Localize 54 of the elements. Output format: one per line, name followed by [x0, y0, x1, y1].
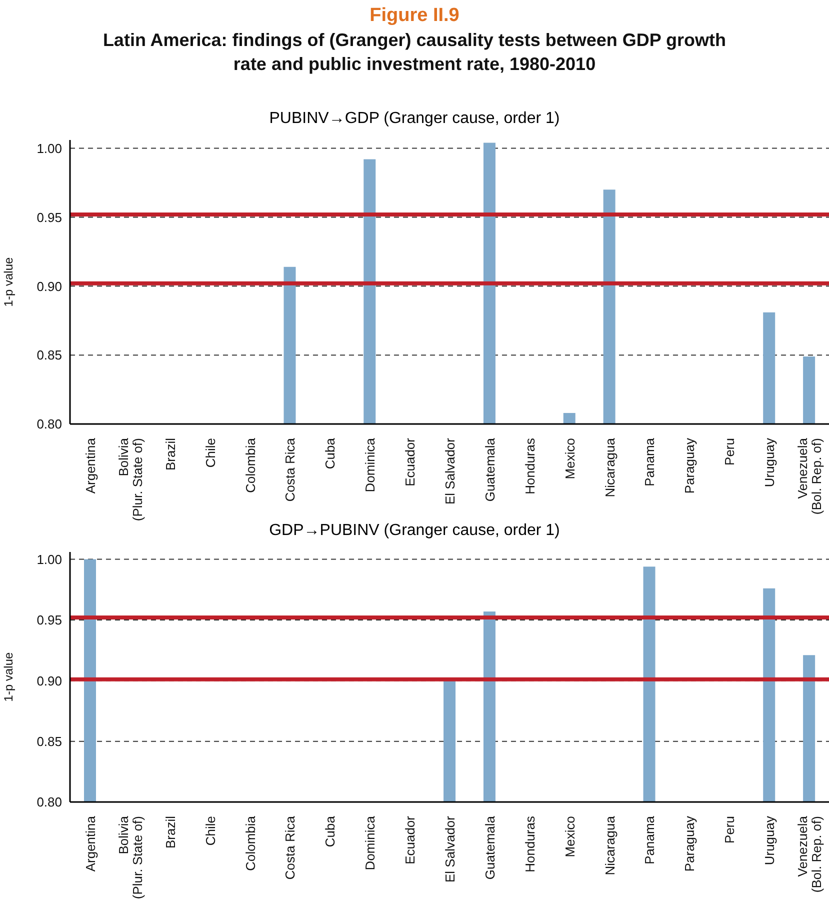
x-tick-label: Mexico — [562, 816, 578, 858]
y-axis-title: 1-p value — [1, 256, 16, 307]
y-tick-label: 0.85 — [36, 348, 62, 363]
y-tick-label: 0.80 — [36, 416, 62, 432]
x-tick-label: Venezuela (Bol. Rep. of) — [795, 815, 824, 893]
x-tick-label: Chile — [202, 816, 218, 846]
y-tick-label: 0.95 — [36, 612, 62, 628]
x-tick-label: Bolivia (Plur. State of) — [116, 815, 145, 900]
y-tick-label: 0.80 — [36, 794, 62, 810]
text: Latin America: findings of (Granger) causality tests between GDP growth rate and public investment rate, 1980-2010 — [102, 29, 728, 76]
x-tick-label: Nicaragua — [602, 815, 618, 876]
chart-title: PUBINV→GDP (Granger cause, order 1) — [268, 109, 561, 129]
x-tick-label: Honduras — [522, 438, 538, 494]
x-tick-label: Bolivia (Plur. State of) — [116, 437, 145, 522]
x-tick-label: Colombia — [242, 815, 258, 871]
x-tick-label: Paraguay — [682, 816, 698, 872]
x-tick-label: Argentina — [82, 815, 98, 872]
y-axis-title: 1-p value — [1, 652, 16, 702]
x-tick-label: Colombia — [242, 437, 258, 493]
y-tick-label: 1.00 — [36, 140, 62, 156]
x-tick-label: Guatemala — [482, 815, 498, 880]
y-tick-label: 0.85 — [36, 734, 62, 749]
x-tick-label: Costa Rica — [282, 437, 298, 502]
x-tick-label: Mexico — [562, 438, 578, 480]
x-tick-label: Honduras — [522, 816, 538, 872]
x-tick-label: Brazil — [162, 816, 178, 849]
y-tick-label: 0.90 — [36, 673, 62, 688]
x-tick-label: Uruguay — [762, 816, 778, 866]
x-tick-label: Ecuador — [402, 815, 418, 864]
y-tick-label: 1.00 — [36, 552, 62, 567]
x-tick-label: Panama — [642, 437, 658, 486]
chart-title: GDP→PUBINV (Granger cause, order 1) — [269, 522, 560, 539]
x-tick-label: Paraguay — [682, 438, 698, 494]
x-tick-label: Peru — [722, 816, 738, 844]
x-tick-label: Nicaragua — [602, 437, 618, 498]
x-tick-label: El Salvador — [442, 815, 458, 882]
y-tick-label: 0.95 — [36, 210, 62, 225]
x-tick-label: Costa Rica — [282, 815, 298, 880]
x-tick-label: Ecuador — [402, 437, 418, 486]
x-tick-label: Argentina — [82, 437, 98, 494]
text: Figure II.9 — [368, 4, 460, 28]
x-tick-label: Uruguay — [762, 438, 778, 488]
x-tick-label: El Salvador — [442, 437, 458, 504]
x-tick-label: Brazil — [162, 438, 178, 471]
y-tick-label: 0.90 — [36, 278, 62, 294]
x-tick-label: Panama — [642, 815, 658, 864]
x-tick-label: Dominica — [362, 437, 378, 492]
x-tick-label: Dominica — [362, 815, 378, 870]
x-tick-label: Cuba — [322, 815, 338, 848]
x-tick-label: Chile — [202, 438, 218, 468]
x-tick-label: Cuba — [322, 437, 338, 470]
x-tick-label: Guatemala — [482, 437, 498, 502]
x-tick-label: Peru — [722, 438, 738, 466]
x-tick-label: Venezuela (Bol. Rep. of) — [795, 437, 824, 515]
